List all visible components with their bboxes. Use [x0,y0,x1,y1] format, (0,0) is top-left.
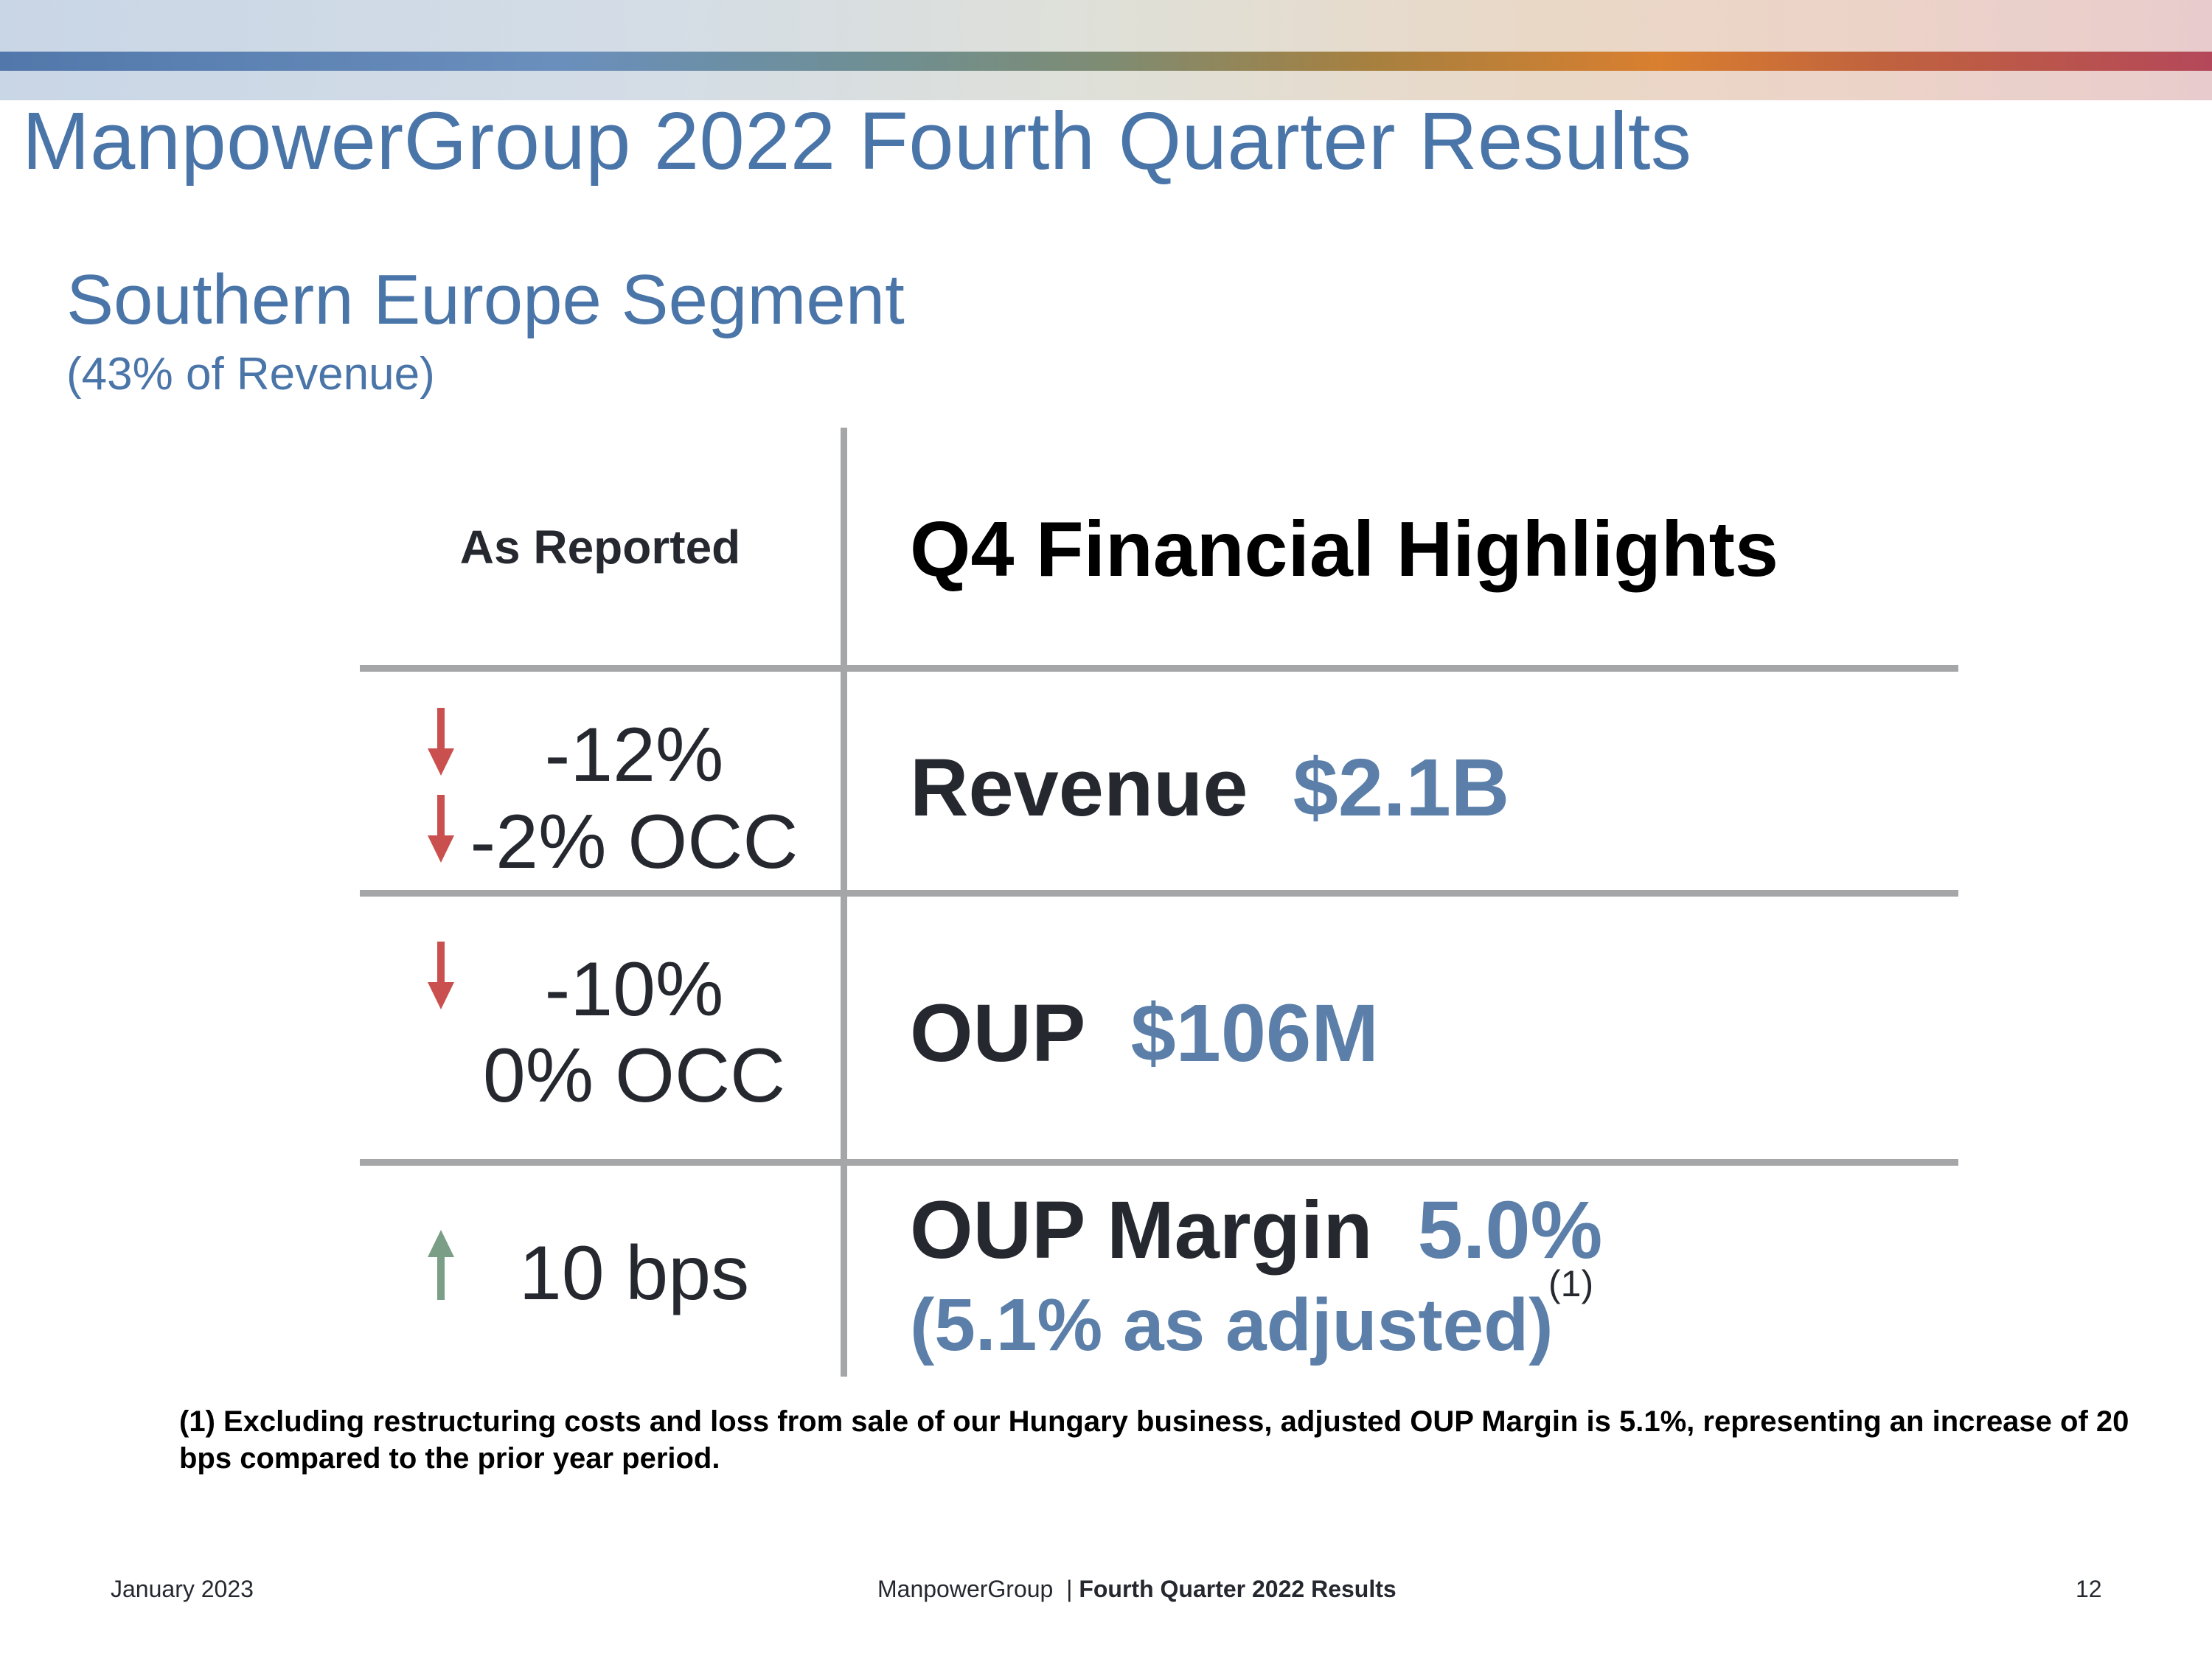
oup-margin-change-value: 10 bps [518,1231,750,1316]
page-title: ManpowerGroup 2022 Fourth Quarter Result… [22,96,1692,187]
revenue-label: Revenue [910,742,1248,833]
arrow-down-icon [428,795,454,863]
footer-date: January 2023 [111,1576,254,1602]
oup-label: OUP [910,988,1086,1079]
table-divider-row-1 [360,890,1958,897]
segment-title: Southern Europe Segment [66,260,905,339]
footer-separator: | [1066,1576,1073,1602]
arrow-down-icon [428,708,454,776]
revenue-occ-change-value: -2% OCC [470,799,799,885]
table-vertical-divider [841,428,847,1377]
revenue-metric: Revenue $2.1B [910,741,1509,835]
oup-metric: OUP $106M [910,987,1379,1080]
footer-center: ManpowerGroup | Fourth Quarter 2022 Resu… [877,1576,1397,1603]
footer-report: Fourth Quarter 2022 Results [1079,1576,1397,1602]
revenue-value: $2.1B [1293,742,1510,833]
oup-margin-value: 5.0% [1417,1185,1603,1276]
segment-subtitle: (43% of Revenue) [66,349,435,400]
highlights-header: Q4 Financial Highlights [910,506,1778,593]
header-gradient-band [0,0,2212,100]
footnote-text: (1) Excluding restructuring costs and lo… [179,1405,2129,1475]
oup-margin-label: OUP Margin [910,1185,1373,1276]
table-divider-row-2 [360,1159,1958,1166]
revenue-change-value: -12% [544,712,724,798]
oup-value: $106M [1130,988,1379,1079]
as-reported-header: As Reported [459,521,741,574]
table-divider-header [360,665,1958,672]
page-number: 12 [2076,1576,2102,1602]
arrow-up-icon [428,1230,454,1300]
oup-change-value: -10% [544,947,724,1032]
header-color-stripe [0,52,2212,71]
footer-company: ManpowerGroup [877,1576,1054,1602]
oup-margin-metric: OUP Margin 5.0% [910,1183,1602,1277]
oup-occ-change-value: 0% OCC [482,1033,786,1119]
footnote-marker: (1) [1548,1263,1594,1304]
arrow-down-icon [428,942,454,1009]
oup-margin-adjusted: (5.1% as adjusted) [910,1284,1554,1366]
